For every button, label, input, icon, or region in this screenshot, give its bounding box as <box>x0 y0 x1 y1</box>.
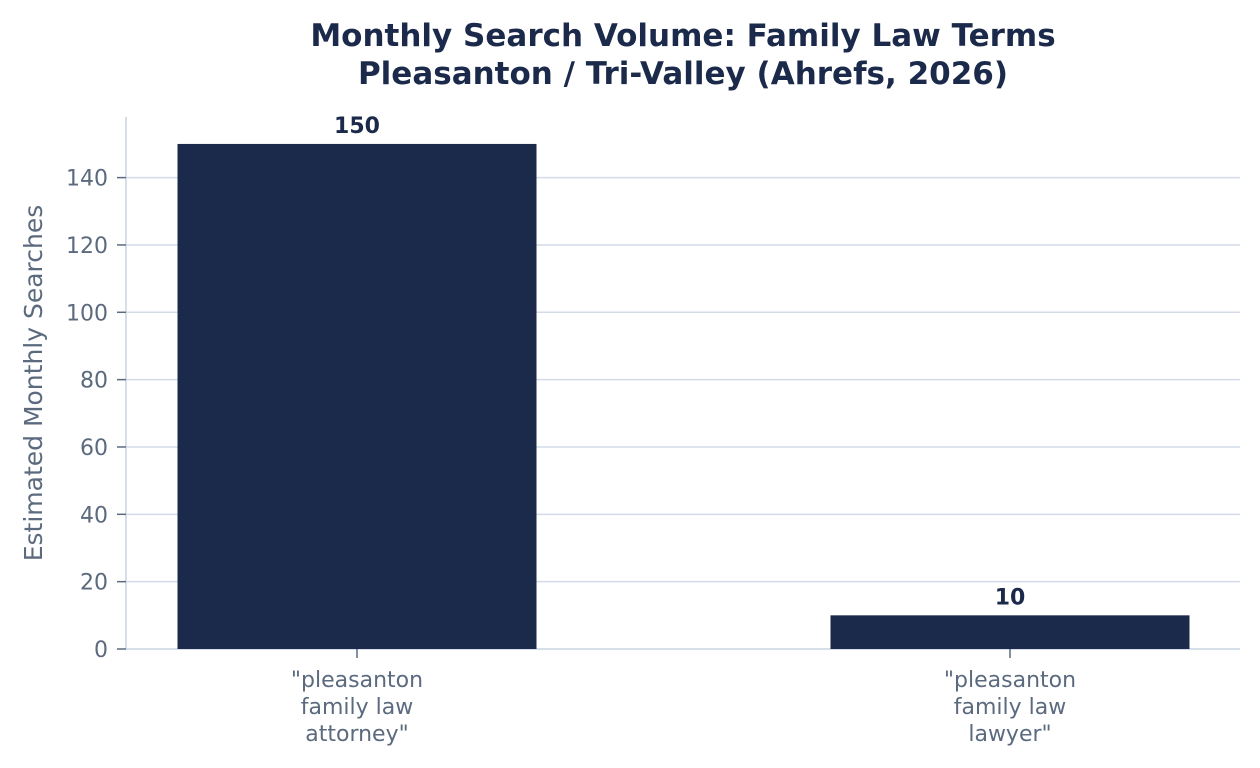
x-tick-label: "pleasanton family law attorney" <box>291 668 423 747</box>
y-tick-label: 60 <box>80 436 108 461</box>
y-tick-label: 140 <box>66 167 108 192</box>
x-tick-label: "pleasanton family law lawyer" <box>944 668 1076 747</box>
chart-title-line-1: Monthly Search Volume: Family Law Terms <box>310 18 1055 54</box>
y-tick-label: 100 <box>66 301 108 326</box>
bar-value-label: 10 <box>995 585 1026 610</box>
y-tick-label: 40 <box>80 503 108 528</box>
y-tick-label: 0 <box>94 638 108 663</box>
y-tick-label: 120 <box>66 234 108 259</box>
bar <box>830 615 1190 649</box>
y-tick-label: 20 <box>80 571 108 596</box>
bar <box>177 143 537 649</box>
y-tick-label: 80 <box>80 369 108 394</box>
chart-title-line-2: Pleasanton / Tri-Valley (Ahrefs, 2026) <box>358 56 1008 92</box>
bar-value-label: 150 <box>334 114 380 139</box>
y-axis-title: Estimated Monthly Searches <box>19 205 48 562</box>
